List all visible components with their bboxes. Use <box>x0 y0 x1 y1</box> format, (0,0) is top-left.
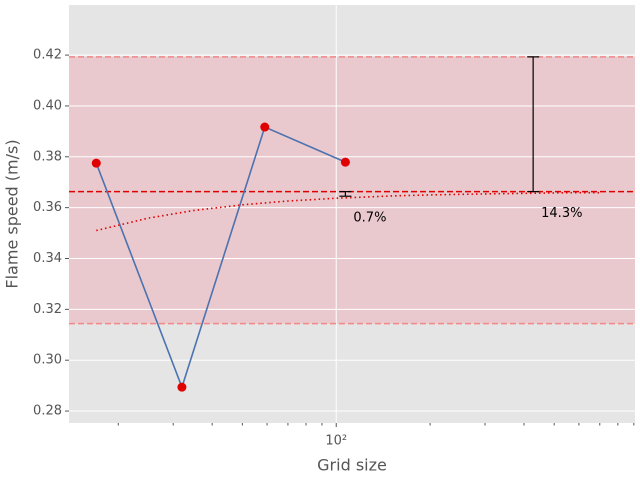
y-tick-label: 0.34 <box>33 251 62 266</box>
fit-curve <box>96 191 600 232</box>
data-line <box>95 125 346 390</box>
x-axis-label: Grid size <box>317 456 387 475</box>
plot-background <box>69 5 635 423</box>
error-label: 14.3% <box>541 206 582 221</box>
data-point <box>340 157 350 167</box>
error-label: 0.7% <box>353 211 386 226</box>
y-tick-label: 0.36 <box>33 200 62 215</box>
y-tick-label: 0.38 <box>33 149 62 164</box>
y-tick-label: 0.42 <box>33 48 62 63</box>
y-tick-label: 0.32 <box>33 302 62 317</box>
y-tick-label: 0.40 <box>33 98 62 113</box>
uncertainty-band <box>69 56 635 324</box>
y-axis-label: Flame speed (m/s) <box>3 139 22 288</box>
y-tick-label: 0.28 <box>33 404 62 419</box>
y-tick-label: 0.30 <box>33 353 62 368</box>
data-point <box>177 382 187 392</box>
data-point <box>91 158 101 168</box>
x-tick-label: 10² <box>325 434 347 449</box>
data-point <box>260 122 270 132</box>
